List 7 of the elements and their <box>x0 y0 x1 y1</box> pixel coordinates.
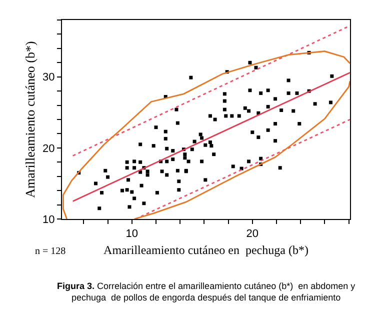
y-axis-title: Amarilleamiento cutáneo (b*) <box>22 41 38 198</box>
y-tick-label: 10 <box>42 214 55 226</box>
text: n = 128 <box>35 246 66 257</box>
y-tick-label: 20 <box>42 142 55 155</box>
text: Figura 3. <box>57 281 95 291</box>
x-axis-title: Amarilleamiento cutáneo en pechuga (b*) <box>104 243 308 258</box>
y-tick-label: 30 <box>42 72 55 84</box>
